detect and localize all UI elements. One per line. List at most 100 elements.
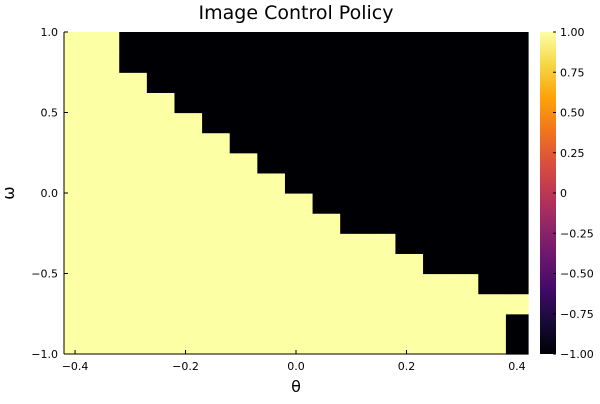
heatmap-cell [284, 172, 314, 194]
heatmap-cell [284, 32, 314, 53]
heatmap-cell [423, 213, 452, 234]
heatmap-cell [146, 52, 176, 73]
heatmap-cell [312, 253, 341, 275]
heatmap-cell [395, 32, 424, 53]
heatmap-cell [91, 32, 120, 53]
heatmap-cell [257, 253, 286, 275]
heatmap-cell [202, 152, 231, 174]
heatmap-cell [367, 172, 397, 194]
heatmap-cell [395, 152, 424, 174]
heatmap-cell [284, 112, 314, 134]
heatmap-cell [395, 112, 424, 134]
heatmap-cell [174, 193, 203, 214]
heatmap-cell [367, 273, 397, 295]
y-axis-label: ω [0, 186, 18, 199]
heatmap-cell [202, 132, 231, 154]
heatmap-cell [229, 233, 258, 254]
heatmap-cell [340, 32, 369, 53]
heatmap-cell [284, 313, 314, 335]
heatmap-cell [91, 313, 120, 335]
heatmap-cell [119, 132, 148, 154]
heatmap-cell [119, 313, 148, 335]
heatmap-cell [64, 52, 93, 73]
heatmap-cell [229, 313, 258, 335]
heatmap-cell [202, 233, 231, 254]
heatmap-cell [367, 213, 397, 234]
heatmap-cell [450, 132, 479, 154]
heatmap-cell [257, 313, 286, 335]
heatmap-cell [367, 92, 397, 114]
x-tick-label: −0.2 [172, 360, 199, 373]
heatmap-cell [340, 213, 369, 234]
heatmap-cell [174, 72, 203, 93]
heatmap-cell [146, 132, 176, 154]
heatmap-cell [505, 92, 529, 114]
heatmap-cell [478, 293, 507, 315]
colorbar-gradient [540, 32, 556, 354]
heatmap-cell [119, 273, 148, 295]
colorbar-tick-label: −0.50 [560, 268, 594, 281]
heatmap-cell [450, 52, 479, 73]
heatmap-cell [119, 72, 148, 93]
heatmap-cell [450, 92, 479, 114]
heatmap-cell [257, 152, 286, 174]
heatmap-cell [478, 313, 507, 335]
heatmap-cell [423, 152, 452, 174]
heatmap-cell [505, 233, 529, 254]
heatmap-cell [146, 92, 176, 114]
heatmap-cell [174, 333, 203, 355]
heatmap-cell [312, 193, 341, 214]
heatmap-cell [91, 273, 120, 295]
heatmap-cell [284, 52, 314, 73]
heatmap-cell [284, 72, 314, 93]
heatmap-cell [91, 172, 120, 194]
heatmap-cell [505, 313, 529, 335]
heatmap-cell [174, 273, 203, 295]
heatmap-cell [478, 152, 507, 174]
heatmap-cell [119, 172, 148, 194]
heatmap-cell [423, 253, 452, 275]
heatmap-cell [174, 92, 203, 114]
heatmap-cell [229, 193, 258, 214]
heatmap-cell [284, 152, 314, 174]
heatmap-cell [505, 253, 529, 275]
heatmap-cell [174, 52, 203, 73]
heatmap-cell [257, 273, 286, 295]
heatmap-cell [312, 293, 341, 315]
heatmap-cell [367, 152, 397, 174]
heatmap-cell [257, 193, 286, 214]
heatmap-cell [146, 333, 176, 355]
heatmap-cell [450, 32, 479, 53]
heatmap-cell [229, 32, 258, 53]
heatmap-cell [284, 293, 314, 315]
heatmap-cell [423, 132, 452, 154]
heatmap-cell [478, 112, 507, 134]
heatmap-cell [450, 233, 479, 254]
x-tick-label: 0.2 [398, 360, 416, 373]
heatmap-cell [395, 132, 424, 154]
heatmap-cell [367, 112, 397, 134]
heatmap-cell [367, 333, 397, 355]
heatmap-cell [91, 193, 120, 214]
heatmap-cell [119, 112, 148, 134]
heatmap-cell [450, 112, 479, 134]
heatmap-cell [395, 253, 424, 275]
heatmap-cell [450, 193, 479, 214]
heatmap-cell [450, 313, 479, 335]
heatmap-cell [229, 172, 258, 194]
heatmap-cell [64, 32, 93, 53]
heatmap-cell [423, 193, 452, 214]
heatmap-cell [367, 313, 397, 335]
heatmap-cell [312, 213, 341, 234]
heatmap-cell [91, 293, 120, 315]
heatmap-cell [64, 132, 93, 154]
heatmap-cell [146, 273, 176, 295]
heatmap-cell [395, 172, 424, 194]
heatmap-cell [340, 193, 369, 214]
heatmap-cell [257, 333, 286, 355]
heatmap-cell [174, 152, 203, 174]
heatmap-cell [284, 333, 314, 355]
heatmap-cell [505, 333, 529, 355]
heatmap-cell [91, 253, 120, 275]
